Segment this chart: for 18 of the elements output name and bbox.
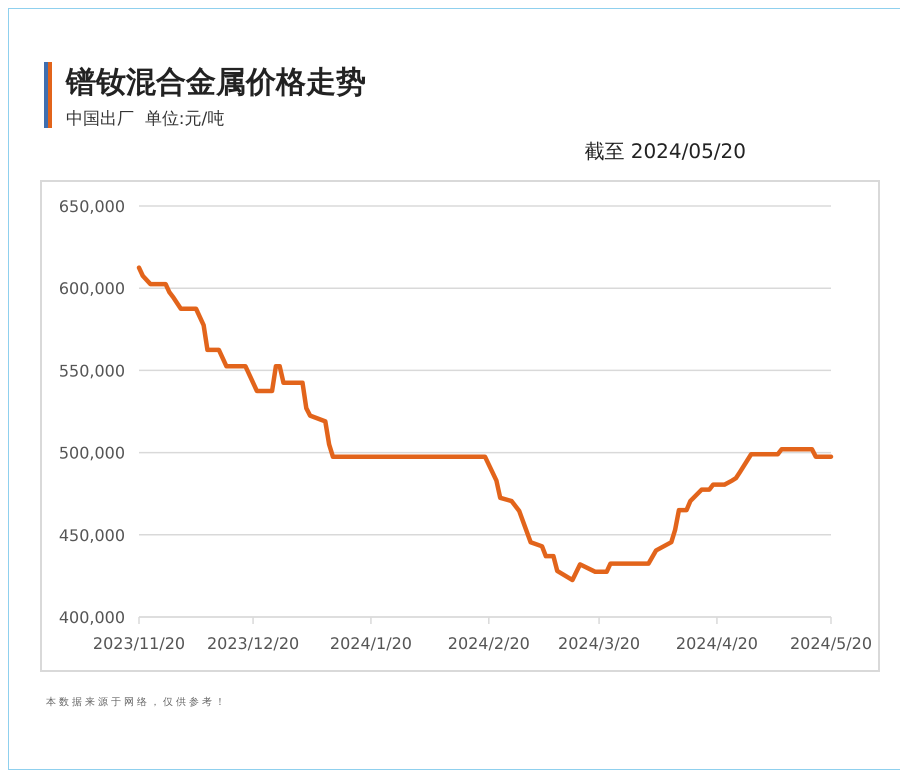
x-tick-label: 2024/5/20 xyxy=(790,634,872,653)
chart-subtitle: 中国出厂 单位:元/吨 xyxy=(66,109,224,129)
y-tick-label: 550,000 xyxy=(58,361,125,380)
chart-title: 镨钕混合金属价格走势 xyxy=(65,65,366,100)
y-tick-label: 650,000 xyxy=(58,197,125,216)
y-tick-label: 400,000 xyxy=(58,608,125,627)
x-tick-label: 2024/1/20 xyxy=(330,634,412,653)
x-tick-label: 2024/3/20 xyxy=(558,634,640,653)
x-tick-label: 2024/2/20 xyxy=(448,634,530,653)
y-tick-label: 450,000 xyxy=(58,526,125,545)
x-tick-label: 2023/12/20 xyxy=(206,634,300,653)
x-tick-label: 2024/4/20 xyxy=(676,634,758,653)
y-tick-label: 500,000 xyxy=(58,444,125,463)
line-series xyxy=(136,265,834,582)
text: 本数据来源于网络，仅供参考！ xyxy=(46,696,228,708)
y-tick-label: 600,000 xyxy=(58,279,125,298)
text: 截至 2024/05/20 xyxy=(584,139,746,163)
x-tick-label: 2023/11/20 xyxy=(92,634,186,653)
